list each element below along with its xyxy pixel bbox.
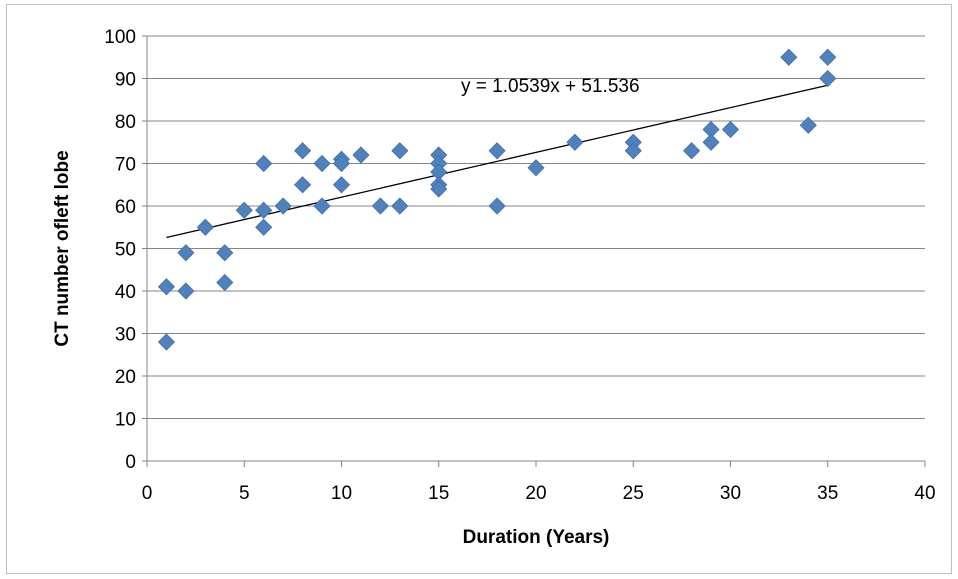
data-point xyxy=(780,48,798,66)
data-point xyxy=(391,142,409,160)
data-point xyxy=(157,278,176,296)
data-point xyxy=(294,142,312,160)
data-point xyxy=(196,218,214,236)
data-point xyxy=(391,197,409,215)
x-tick-label: 5 xyxy=(239,483,250,504)
y-tick-label: 0 xyxy=(125,452,136,473)
y-axis-ticks: 0 10 20 30 40 50 60 70 80 90 100 xyxy=(104,27,147,473)
data-point xyxy=(488,142,506,160)
y-tick-label: 70 xyxy=(115,155,136,176)
data-point xyxy=(332,154,351,173)
x-tick-label: 35 xyxy=(817,483,838,504)
data-point xyxy=(332,176,351,194)
data-point xyxy=(313,154,331,173)
data-points xyxy=(157,48,837,351)
gridlines xyxy=(147,35,925,419)
data-point xyxy=(313,197,331,215)
data-point xyxy=(157,333,176,351)
data-point xyxy=(294,176,312,194)
y-tick-label: 90 xyxy=(115,70,136,91)
x-tick-label: 30 xyxy=(720,483,741,504)
y-tick-label: 30 xyxy=(115,325,136,346)
x-tick-label: 15 xyxy=(428,483,449,504)
data-point xyxy=(235,201,253,219)
data-point xyxy=(683,142,701,160)
y-tick-label: 50 xyxy=(115,240,136,261)
data-point xyxy=(799,116,817,134)
x-axis-title: Duration (Years) xyxy=(463,527,610,548)
data-point xyxy=(216,273,234,292)
data-point xyxy=(177,282,195,300)
x-tick-label: 10 xyxy=(331,483,352,504)
data-point xyxy=(566,133,584,151)
trendline-group xyxy=(166,84,828,239)
y-tick-label: 20 xyxy=(115,367,136,388)
data-point xyxy=(216,244,234,262)
data-point xyxy=(274,197,292,215)
x-tick-label: 40 xyxy=(914,483,935,504)
data-point xyxy=(819,48,837,66)
x-tick-label: 20 xyxy=(525,483,546,504)
trendline xyxy=(166,84,828,239)
y-tick-label: 80 xyxy=(115,112,136,133)
y-tick-label: 100 xyxy=(104,27,136,48)
y-tick-label: 60 xyxy=(115,197,136,218)
y-axis-title: CT number ofleft lobe xyxy=(52,150,73,346)
data-point xyxy=(255,218,273,236)
x-tick-label: 25 xyxy=(623,483,644,504)
data-point xyxy=(352,146,370,164)
y-tick-label: 10 xyxy=(115,410,136,431)
x-axis-ticks: 0 5 10 15 20 25 30 35 40 xyxy=(142,461,936,504)
trendline-equation: y = 1.0539x + 51.536 xyxy=(461,76,640,97)
data-point xyxy=(624,142,642,160)
data-point xyxy=(702,133,720,151)
x-tick-label: 0 xyxy=(142,483,153,504)
data-point xyxy=(255,201,273,219)
data-point xyxy=(819,69,837,88)
data-point xyxy=(177,244,195,262)
data-point xyxy=(527,159,545,177)
data-point xyxy=(721,120,740,139)
data-point xyxy=(255,154,273,173)
data-point xyxy=(371,197,389,215)
y-tick-label: 40 xyxy=(115,282,136,303)
data-point xyxy=(488,197,506,215)
data-point xyxy=(430,180,448,198)
